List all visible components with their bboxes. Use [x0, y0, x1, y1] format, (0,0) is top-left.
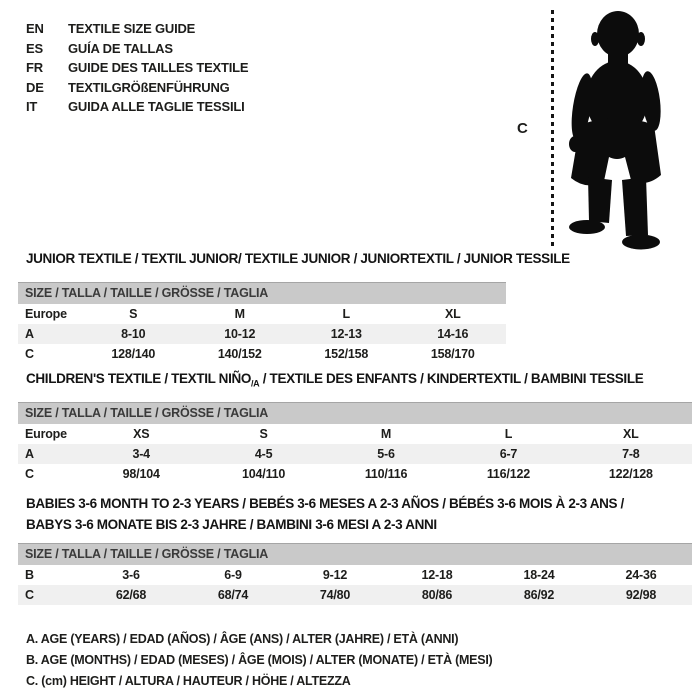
language-code: ES	[26, 40, 43, 56]
size-bar: SIZE / TALLA / TAILLE / GRÖSSE / TAGLIA	[18, 282, 506, 304]
value-cell: 8-10	[121, 327, 146, 341]
row-label: A	[25, 327, 34, 341]
value-cell: 140/152	[217, 347, 262, 361]
row-label: C	[25, 588, 34, 602]
footnote-b: B. AGE (MONTHS) / EDAD (MESES) / ÂGE (MO…	[26, 653, 493, 667]
size-cell: M	[234, 307, 245, 321]
value-cell: 10-12	[224, 327, 256, 341]
value-cell: 122/128	[608, 467, 653, 481]
size-cell: L	[504, 427, 513, 441]
babies-title-line2: BABYS 3-6 MONATE BIS 2-3 JAHRE / BAMBINI…	[26, 517, 437, 532]
row-label: C	[25, 467, 34, 481]
height-measure-label: C	[517, 120, 528, 137]
size-cell: XL	[444, 307, 461, 321]
value-cell: 9-12	[322, 568, 348, 582]
babies-size-table: SIZE / TALLA / TAILLE / GRÖSSE / TAGLIA …	[18, 543, 692, 605]
value-cell: 6-7	[499, 447, 518, 461]
value-cell: 98/104	[122, 467, 160, 481]
children-title-sub: /A	[251, 378, 260, 389]
junior-section-title: JUNIOR TEXTILE / TEXTIL JUNIOR/ TEXTILE …	[26, 251, 570, 266]
babies-section-title: BABIES 3-6 MONTH TO 2-3 YEARS / BEBÉS 3-…	[26, 493, 624, 535]
table-row-age: A 8-10 10-12 12-13 14-16	[18, 324, 506, 344]
value-cell: 80/86	[421, 588, 453, 602]
value-cell: 92/98	[625, 588, 657, 602]
table-row-height: C 128/140 140/152 152/158 158/170	[18, 344, 506, 364]
value-cell: 3-4	[132, 447, 150, 461]
row-label: Europe	[25, 307, 67, 321]
children-title-post: / TEXTILE DES ENFANTS / KINDERTEXTIL / B…	[259, 371, 644, 386]
value-cell: 104/110	[242, 467, 286, 481]
language-label: TEXTILGRÖßENFÜHRUNG	[68, 79, 230, 95]
value-cell: 86/92	[523, 588, 555, 602]
value-cell: 12-13	[330, 327, 362, 341]
babies-title-line1: BABIES 3-6 MONTH TO 2-3 YEARS / BEBÉS 3-…	[26, 496, 624, 511]
value-cell: 7-8	[622, 447, 640, 461]
children-section-title: CHILDREN'S TEXTILE / TEXTIL NIÑO/A / TEX…	[26, 371, 644, 389]
language-row-de: DE TEXTILGRÖßENFÜHRUNG	[26, 78, 248, 98]
children-title-pre: CHILDREN'S TEXTILE / TEXTIL NIÑO	[26, 371, 252, 386]
language-row-it: IT GUIDA ALLE TAGLIE TESSILI	[26, 97, 248, 117]
language-label: GUIDA ALLE TAGLIE TESSILI	[68, 99, 245, 115]
value-cell: 24-36	[625, 568, 657, 582]
value-cell: 14-16	[437, 327, 469, 341]
row-label: B	[25, 568, 34, 582]
value-cell: 12-18	[421, 568, 453, 582]
value-cell: 128/140	[111, 347, 156, 361]
size-cell: M	[380, 427, 392, 441]
value-cell: 152/158	[324, 347, 369, 361]
value-cell: 68/74	[217, 588, 249, 602]
size-cell: S	[129, 307, 138, 321]
value-cell: 4-5	[254, 447, 273, 461]
junior-size-table: SIZE / TALLA / TAILLE / GRÖSSE / TAGLIA …	[18, 282, 506, 364]
footnotes: A. AGE (YEARS) / EDAD (AÑOS) / ÂGE (ANS)…	[26, 629, 493, 692]
size-bar: SIZE / TALLA / TAILLE / GRÖSSE / TAGLIA	[18, 543, 692, 565]
language-row-es: ES GUÍA DE TALLAS	[26, 39, 248, 59]
value-cell: 116/122	[486, 467, 530, 481]
height-measure-line	[551, 10, 554, 246]
language-label: GUÍA DE TALLAS	[68, 40, 173, 56]
value-cell: 18-24	[523, 568, 555, 582]
language-code: DE	[26, 79, 44, 95]
language-label: GUIDE DES TAILLES TEXTILE	[68, 60, 249, 76]
table-row-europe: Europe S M L XL	[18, 304, 506, 324]
row-label: C	[25, 347, 34, 361]
value-cell: 110/116	[364, 467, 408, 481]
footnote-a: A. AGE (YEARS) / EDAD (AÑOS) / ÂGE (ANS)…	[26, 632, 459, 646]
value-cell: 3-6	[122, 568, 140, 582]
language-label: TEXTILE SIZE GUIDE	[68, 21, 196, 36]
table-row-height: C 98/104 104/110 110/116 116/122 122/128	[18, 464, 692, 484]
language-row-fr: FR GUIDE DES TAILLES TEXTILE	[26, 58, 249, 78]
size-cell: XS	[133, 427, 150, 441]
toddler-silhouette-icon	[569, 11, 661, 250]
table-row-height: C 62/68 68/74 74/80 80/86 86/92 92/98	[18, 585, 692, 605]
value-cell: 62/68	[115, 588, 147, 602]
children-size-table: SIZE / TALLA / TAILLE / GRÖSSE / TAGLIA …	[18, 402, 692, 484]
language-row-en: EN TEXTILE SIZE GUIDE	[26, 19, 248, 39]
language-code: IT	[26, 99, 38, 115]
footnote-c: C. (cm) HEIGHT / ALTURA / HAUTEUR / HÖHE…	[26, 674, 351, 688]
value-cell: 158/170	[430, 347, 475, 361]
size-cell: XL	[623, 427, 639, 441]
value-cell: 74/80	[319, 588, 351, 602]
language-code: EN	[26, 21, 44, 36]
table-row-europe: Europe XS S M L XL	[18, 424, 692, 444]
language-list: EN TEXTILE SIZE GUIDE ES GUÍA DE TALLAS …	[26, 19, 249, 117]
row-label: A	[25, 447, 34, 461]
value-cell: 5-6	[377, 447, 395, 461]
table-row-age: A 3-4 4-5 5-6 6-7 7-8	[18, 444, 692, 464]
size-bar: SIZE / TALLA / TAILLE / GRÖSSE / TAGLIA	[18, 402, 692, 424]
size-cell: L	[342, 307, 351, 321]
row-label: Europe	[25, 427, 67, 441]
table-row-months: B 3-6 6-9 9-12 12-18 18-24 24-36	[18, 565, 692, 585]
value-cell: 6-9	[224, 568, 242, 582]
size-cell: S	[259, 427, 268, 441]
language-code: FR	[26, 60, 43, 76]
